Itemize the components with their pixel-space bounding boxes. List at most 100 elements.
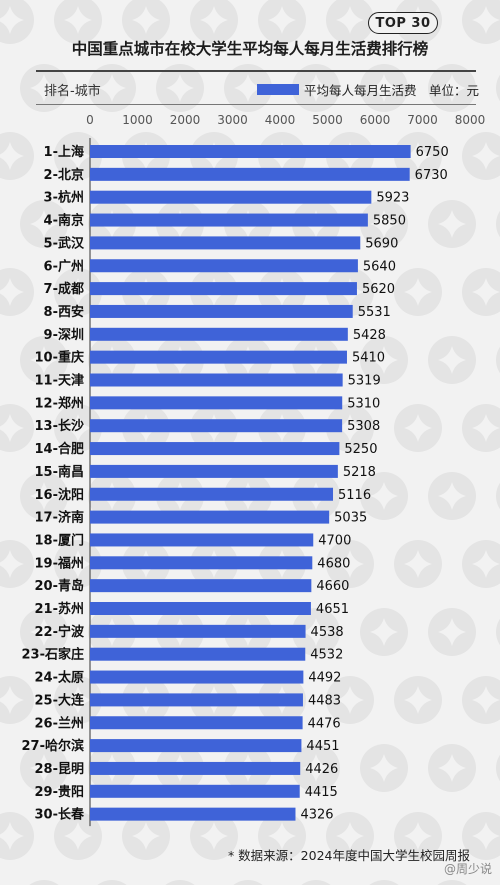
x-tick-label: 1000 [122, 113, 153, 127]
pattern-circle-icon [20, 64, 68, 112]
value-label: 4680 [317, 556, 350, 571]
legend-swatch [257, 84, 299, 95]
category-label: 13-长沙 [35, 418, 85, 434]
pattern-circle-icon [156, 64, 204, 112]
pattern-circle-icon [428, 200, 476, 248]
pattern-circle-icon [360, 608, 408, 656]
pattern-circle-icon [496, 482, 500, 510]
pattern-circle-icon [360, 336, 408, 384]
pattern-circle-icon [165, 880, 195, 885]
pattern-circle-icon [20, 336, 68, 384]
pattern-circle-icon [394, 676, 442, 724]
pattern-circle-icon [88, 64, 136, 112]
pattern-circle-icon [0, 812, 34, 860]
category-label: 6-广州 [44, 258, 84, 274]
header-divider-top [36, 70, 476, 72]
bar [90, 487, 334, 501]
category-label: 27-哈尔滨 [22, 738, 85, 754]
pattern-circle-icon [0, 268, 34, 316]
value-label: 4651 [316, 602, 349, 617]
category-column-label: 排名-城市 [44, 84, 101, 99]
category-label: 2-北京 [44, 167, 84, 183]
pattern-circle-icon [394, 404, 442, 452]
pattern-circle-icon [122, 0, 170, 44]
pattern-circle-icon [360, 744, 408, 792]
pattern-circle-icon [224, 64, 272, 112]
value-label: 5850 [373, 214, 406, 229]
value-label: 5690 [365, 236, 398, 251]
pattern-circle-icon [20, 744, 68, 792]
category-label: 24-太原 [35, 670, 85, 686]
pattern-circle-icon [292, 744, 340, 792]
value-label: 6730 [415, 168, 448, 183]
pattern-circle-icon [0, 540, 34, 588]
chart-title: 中国重点城市在校大学生平均每人每月生活费排行榜 [71, 40, 429, 58]
bar [90, 556, 313, 570]
pattern-circle-icon [360, 64, 408, 112]
pattern-circle-icon [462, 812, 500, 860]
category-label: 1-上海 [44, 144, 84, 160]
value-label: 5035 [334, 511, 367, 526]
category-label: 10-重庆 [35, 350, 85, 366]
pattern-circle-icon [326, 404, 374, 452]
bar [90, 373, 343, 387]
watermark: @周少说 [443, 862, 492, 876]
value-label: 5319 [348, 374, 381, 389]
bar [90, 167, 410, 181]
bar [90, 236, 361, 250]
pattern-circle-icon [0, 132, 34, 180]
pattern-circle-icon [428, 64, 476, 112]
pattern-circle-icon [292, 608, 340, 656]
pattern-circle-icon [258, 0, 306, 44]
category-label: 18-厦门 [35, 532, 85, 548]
pattern-circle-icon [462, 676, 500, 724]
top30-badge: TOP 30 [368, 12, 438, 34]
pattern-circle-icon [292, 64, 340, 112]
category-label: 3-杭州 [44, 190, 84, 206]
category-label: 23-石家庄 [22, 647, 85, 663]
pattern-circle-icon [190, 812, 238, 860]
bar [90, 510, 330, 524]
bar [90, 624, 306, 638]
pattern-circle-icon [428, 744, 476, 792]
bar [90, 419, 343, 433]
pattern-circle-icon [190, 0, 238, 44]
pattern-circle-icon [326, 812, 374, 860]
pattern-circle-icon [20, 472, 68, 520]
bar [90, 761, 301, 775]
category-label: 29-贵阳 [35, 784, 85, 800]
x-tick-label: 0 [86, 113, 94, 127]
category-label: 7-成都 [44, 281, 84, 297]
value-label: 4700 [318, 533, 351, 548]
bar [90, 739, 302, 753]
pattern-circle-icon [326, 676, 374, 724]
pattern-circle-icon [369, 880, 399, 885]
bar [90, 327, 348, 341]
pattern-circle-icon [394, 540, 442, 588]
bar [90, 647, 306, 661]
value-label: 5310 [347, 396, 380, 411]
bar [90, 259, 358, 273]
category-label: 16-沈阳 [35, 487, 85, 503]
pattern-circle-icon [301, 880, 331, 885]
pattern-circle-icon [496, 754, 500, 782]
bar [90, 464, 338, 478]
bar [90, 304, 353, 318]
pattern-circle-icon [360, 472, 408, 520]
value-label: 4538 [311, 625, 344, 640]
category-label: 25-大连 [35, 692, 85, 708]
pattern-circle-icon [326, 0, 374, 44]
value-label: 4476 [308, 716, 341, 731]
pattern-circle-icon [0, 676, 34, 724]
bar [90, 190, 372, 204]
bar [90, 670, 304, 684]
category-label: 30-长春 [35, 807, 85, 823]
category-label: 15-南昌 [35, 464, 85, 480]
bar [90, 145, 411, 158]
category-label: 8-西安 [44, 304, 84, 320]
x-tick-label: 2000 [170, 113, 201, 127]
pattern-circle-icon [122, 812, 170, 860]
category-label: 17-济南 [35, 510, 85, 526]
pattern-circle-icon [496, 346, 500, 374]
pattern-circle-icon [394, 812, 442, 860]
